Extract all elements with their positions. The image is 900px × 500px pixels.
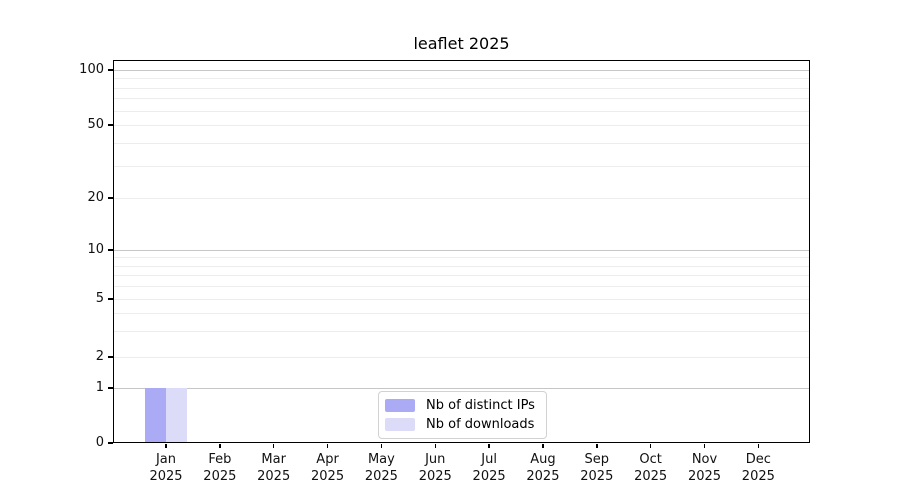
- y-axis-tick-label: 50: [87, 117, 104, 132]
- x-axis-tick-label: Apr 2025: [311, 452, 345, 484]
- bar-distinct-ips-jan: [145, 388, 166, 443]
- x-axis-tick: [757, 444, 760, 448]
- gridline-minor: [113, 166, 810, 167]
- x-axis-tick: [542, 444, 544, 448]
- gridline-minor: [113, 266, 810, 267]
- y-axis-tick: [108, 197, 113, 199]
- y-axis-tick-label: 100: [79, 62, 104, 77]
- y-axis-tick: [108, 124, 113, 126]
- gridline-minor: [113, 111, 810, 112]
- gridline-minor: [113, 299, 810, 300]
- legend-label-downloads: Nb of downloads: [426, 417, 535, 432]
- gridline-minor: [113, 275, 810, 276]
- gridline-minor: [113, 143, 810, 144]
- x-axis-tick-label: Mar 2025: [257, 452, 291, 484]
- chart-title: leaflet 2025: [413, 34, 510, 53]
- x-axis-tick: [272, 444, 275, 448]
- legend-entry-downloads: Nb of downloads: [385, 415, 538, 434]
- x-axis-tick: [649, 444, 652, 448]
- gridline-minor: [113, 331, 810, 332]
- gridline-minor: [113, 88, 810, 89]
- gridline-minor: [113, 125, 810, 126]
- x-axis-tick-label: Sep 2025: [580, 452, 614, 484]
- x-axis-tick-label: Nov 2025: [687, 452, 722, 484]
- y-axis-tick: [108, 356, 113, 358]
- y-axis-tick-label: 0: [95, 435, 104, 450]
- x-axis-tick: [703, 444, 706, 448]
- y-axis-tick-label: 5: [95, 291, 104, 306]
- y-axis-tick-label: 10: [87, 242, 104, 257]
- gridline-major: [113, 250, 810, 251]
- legend-swatch-downloads: [385, 418, 415, 431]
- plot-area-border: [113, 60, 810, 443]
- x-axis-tick: [326, 444, 329, 448]
- x-axis-tick-label: Jun 2025: [418, 452, 452, 484]
- y-axis-tick: [108, 298, 113, 300]
- x-axis-tick: [434, 444, 436, 448]
- gridline-major: [113, 388, 810, 389]
- y-axis-tick-label: 2: [95, 349, 104, 364]
- x-axis-tick-label: Dec 2025: [741, 452, 775, 484]
- x-axis-tick: [165, 444, 167, 448]
- bar-downloads-jan: [166, 388, 187, 443]
- gridline-minor: [113, 257, 810, 258]
- legend-label-distinct-ips: Nb of distinct IPs: [426, 398, 535, 413]
- gridline-minor: [113, 357, 810, 358]
- gridline-minor: [113, 286, 810, 287]
- gridline-minor: [113, 198, 810, 199]
- x-axis-tick-label: Jul 2025: [472, 452, 506, 484]
- x-axis-tick: [219, 444, 221, 448]
- legend: Nb of distinct IPs Nb of downloads: [378, 391, 547, 439]
- x-axis-tick: [488, 444, 490, 448]
- y-axis-tick-label: 1: [95, 380, 104, 395]
- x-axis-tick-label: May 2025: [364, 452, 398, 484]
- x-axis-tick-label: Feb 2025: [203, 452, 237, 484]
- y-axis-tick-label: 20: [87, 190, 104, 205]
- x-axis-tick: [380, 444, 383, 448]
- y-axis-tick: [108, 69, 113, 71]
- y-axis-tick: [108, 249, 113, 251]
- x-axis-tick: [596, 444, 598, 448]
- gridline-minor: [113, 98, 810, 99]
- legend-entry-distinct-ips: Nb of distinct IPs: [385, 396, 538, 415]
- y-axis-tick: [108, 387, 113, 389]
- x-axis-tick-label: Jan 2025: [149, 452, 183, 484]
- gridline-minor: [113, 78, 810, 79]
- x-axis-tick-label: Oct 2025: [634, 452, 668, 484]
- x-axis-tick-label: Aug 2025: [526, 452, 560, 484]
- y-axis-tick: [108, 442, 113, 444]
- gridline-minor: [113, 313, 810, 314]
- legend-swatch-distinct-ips: [385, 399, 415, 412]
- gridline-major: [113, 70, 810, 71]
